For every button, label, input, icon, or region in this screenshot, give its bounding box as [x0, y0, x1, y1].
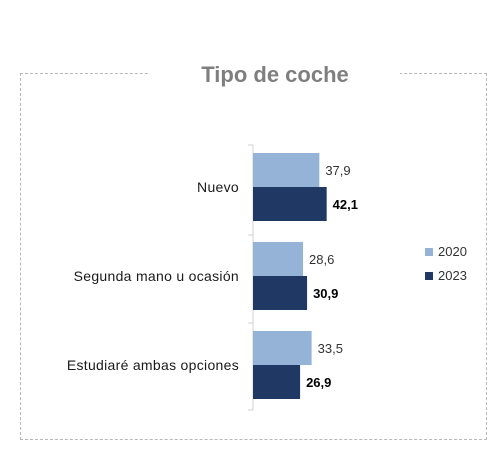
data-label: 30,9	[313, 286, 338, 301]
data-label: 37,9	[325, 163, 350, 178]
bar-2020-0	[253, 153, 320, 187]
legend-label: 2020	[438, 244, 467, 259]
bar-2023-0	[253, 187, 327, 221]
bar-2023-2	[253, 365, 301, 399]
chart-title-box: Tipo de coche	[150, 58, 400, 92]
legend-label: 2023	[438, 268, 467, 283]
data-label: 42,1	[333, 197, 358, 212]
data-label: 33,5	[318, 341, 343, 356]
bar-2020-1	[253, 242, 304, 276]
data-label: 28,6	[309, 252, 334, 267]
bar-2023-1	[253, 276, 308, 310]
category-label: Estudiaré ambas opciones	[67, 357, 239, 373]
category-label: Segunda mano u ocasión	[74, 268, 239, 284]
category-label: Nuevo	[197, 179, 239, 195]
legend-swatch-2020	[425, 248, 433, 256]
data-label: 26,9	[306, 375, 331, 390]
legend-swatch-2023	[425, 272, 433, 280]
chart-title: Tipo de coche	[201, 62, 349, 87]
bar-2020-2	[253, 331, 312, 365]
